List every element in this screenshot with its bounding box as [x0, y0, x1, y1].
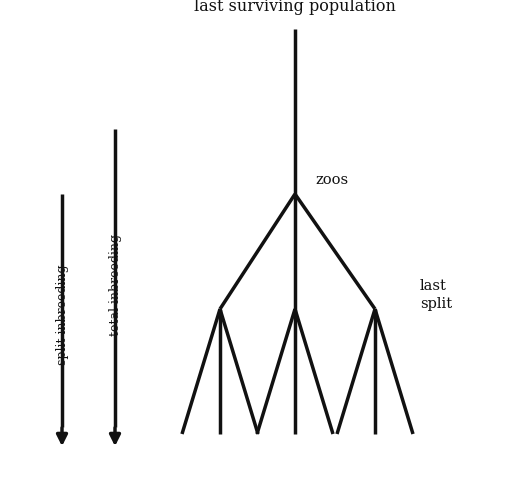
- Text: total inbreeding: total inbreeding: [109, 233, 122, 335]
- Text: last
split: last split: [420, 279, 452, 310]
- Text: split inbreeding: split inbreeding: [55, 264, 69, 364]
- Text: zoos: zoos: [315, 173, 348, 187]
- Text: last surviving population: last surviving population: [194, 0, 396, 15]
